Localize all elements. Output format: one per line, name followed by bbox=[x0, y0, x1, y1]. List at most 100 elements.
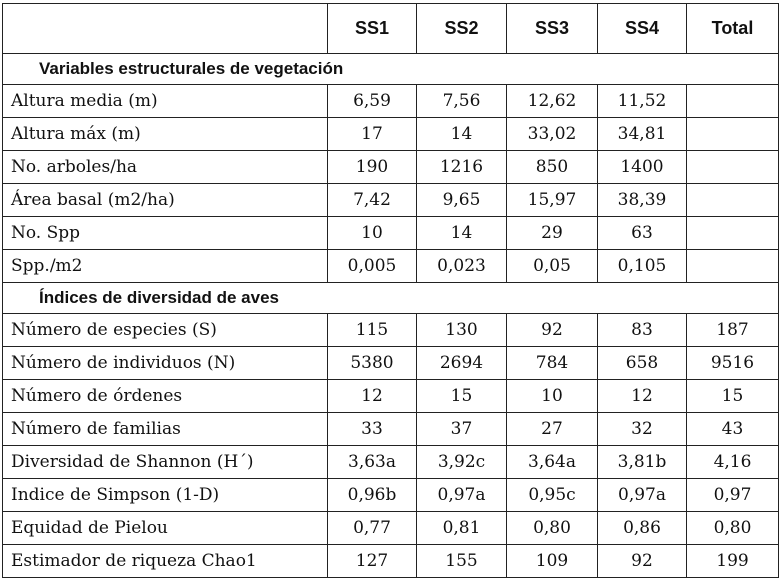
table-cell: 0,05 bbox=[506, 249, 598, 283]
table-cell: 0,97a bbox=[597, 478, 687, 512]
header-cell-ss3: SS3 bbox=[506, 3, 598, 54]
table-cell: 0,96b bbox=[327, 478, 417, 512]
table-cell: 12 bbox=[597, 379, 687, 413]
header-cell-ss2: SS2 bbox=[416, 3, 507, 54]
table-row: Diversidad de Shannon (H´) 3,63a 3,92c 3,64… bbox=[2, 445, 779, 479]
table-row: No. arboles/ha 190 1216 850 1400 bbox=[2, 150, 779, 184]
table-cell: 1400 bbox=[597, 150, 687, 184]
row-label: Número de familias bbox=[2, 412, 328, 446]
row-label: No. arboles/ha bbox=[2, 150, 328, 184]
row-label: Altura media (m) bbox=[2, 84, 328, 118]
table-cell: 7,56 bbox=[416, 84, 507, 118]
header-cell-empty bbox=[2, 3, 328, 54]
row-label: No. Spp bbox=[2, 216, 328, 250]
table-row: Estimador de riqueza Chao1 127 155 109 92 199 bbox=[2, 544, 779, 578]
table-cell: 4,16 bbox=[686, 445, 779, 479]
table-cell: 199 bbox=[686, 544, 779, 578]
table-cell: 83 bbox=[597, 313, 687, 347]
table-cell: 27 bbox=[506, 412, 598, 446]
table-row: Spp./m2 0,005 0,023 0,05 0,105 bbox=[2, 249, 779, 283]
table-row: Equidad de Pielou 0,77 0,81 0,80 0,86 0,80 bbox=[2, 511, 779, 545]
section-title: Índices de diversidad de aves bbox=[2, 282, 779, 314]
table-cell: 3,64a bbox=[506, 445, 598, 479]
table-cell bbox=[686, 150, 779, 184]
table-cell: 9,65 bbox=[416, 183, 507, 217]
table-cell: 15,97 bbox=[506, 183, 598, 217]
row-label: Altura máx (m) bbox=[2, 117, 328, 151]
table-row: Indice de Simpson (1-D) 0,96b 0,97a 0,95c 0,… bbox=[2, 478, 779, 512]
table-cell: 9516 bbox=[686, 346, 779, 380]
table-row: Altura media (m) 6,59 7,56 12,62 11,52 bbox=[2, 84, 779, 118]
table-cell: 0,105 bbox=[597, 249, 687, 283]
row-label: Área basal (m2/ha) bbox=[2, 183, 328, 217]
table-cell: 0,005 bbox=[327, 249, 417, 283]
table-cell: 14 bbox=[416, 117, 507, 151]
table-row: Número de individuos (N) 5380 2694 784 658 95… bbox=[2, 346, 779, 380]
table-cell: 11,52 bbox=[597, 84, 687, 118]
table-cell: 130 bbox=[416, 313, 507, 347]
section-row: Variables estructurales de vegetación bbox=[2, 53, 779, 85]
table-row: No. Spp 10 14 29 63 bbox=[2, 216, 779, 250]
table-cell: 63 bbox=[597, 216, 687, 250]
table-cell bbox=[686, 249, 779, 283]
table-cell: 1216 bbox=[416, 150, 507, 184]
table-body: SS1 SS2 SS3 SS4 Total Variables estructu… bbox=[2, 3, 779, 578]
row-label: Estimador de riqueza Chao1 bbox=[2, 544, 328, 578]
table-cell: 0,86 bbox=[597, 511, 687, 545]
table-cell: 0,95c bbox=[506, 478, 598, 512]
table-cell: 2694 bbox=[416, 346, 507, 380]
table-cell: 0,023 bbox=[416, 249, 507, 283]
table-row: Área basal (m2/ha) 7,42 9,65 15,97 38,39 bbox=[2, 183, 779, 217]
table-cell: 14 bbox=[416, 216, 507, 250]
table-cell: 784 bbox=[506, 346, 598, 380]
section-row: Índices de diversidad de aves bbox=[2, 282, 779, 314]
table-cell: 187 bbox=[686, 313, 779, 347]
row-label: Número de individuos (N) bbox=[2, 346, 328, 380]
table-cell: 33,02 bbox=[506, 117, 598, 151]
table-cell: 155 bbox=[416, 544, 507, 578]
table-cell: 92 bbox=[597, 544, 687, 578]
table-cell: 10 bbox=[327, 216, 417, 250]
table-cell: 0,97 bbox=[686, 478, 779, 512]
table-cell: 0,77 bbox=[327, 511, 417, 545]
table-cell: 34,81 bbox=[597, 117, 687, 151]
table-cell bbox=[686, 216, 779, 250]
row-label: Número de especies (S) bbox=[2, 313, 328, 347]
row-label: Spp./m2 bbox=[2, 249, 328, 283]
table-cell: 109 bbox=[506, 544, 598, 578]
table-cell: 12,62 bbox=[506, 84, 598, 118]
data-table: SS1 SS2 SS3 SS4 Total Variables estructu… bbox=[2, 3, 779, 578]
row-label: Número de órdenes bbox=[2, 379, 328, 413]
row-label: Indice de Simpson (1-D) bbox=[2, 478, 328, 512]
table-cell: 32 bbox=[597, 412, 687, 446]
table-row: Altura máx (m) 17 14 33,02 34,81 bbox=[2, 117, 779, 151]
table-cell: 37 bbox=[416, 412, 507, 446]
table-cell: 29 bbox=[506, 216, 598, 250]
table-cell: 190 bbox=[327, 150, 417, 184]
table-cell: 0,97a bbox=[416, 478, 507, 512]
table-cell: 0,81 bbox=[416, 511, 507, 545]
table-cell: 7,42 bbox=[327, 183, 417, 217]
header-cell-ss1: SS1 bbox=[327, 3, 417, 54]
table-cell: 15 bbox=[686, 379, 779, 413]
table-cell: 15 bbox=[416, 379, 507, 413]
table-cell: 0,80 bbox=[506, 511, 598, 545]
table-cell: 92 bbox=[506, 313, 598, 347]
table-cell bbox=[686, 84, 779, 118]
table-cell: 6,59 bbox=[327, 84, 417, 118]
table-cell: 3,63a bbox=[327, 445, 417, 479]
table-cell bbox=[686, 183, 779, 217]
header-row: SS1 SS2 SS3 SS4 Total bbox=[2, 3, 779, 54]
table-cell: 33 bbox=[327, 412, 417, 446]
header-cell-total: Total bbox=[686, 3, 779, 54]
table-cell: 115 bbox=[327, 313, 417, 347]
table-cell: 0,80 bbox=[686, 511, 779, 545]
table-row: Número de familias 33 37 27 32 43 bbox=[2, 412, 779, 446]
row-label: Equidad de Pielou bbox=[2, 511, 328, 545]
table-cell: 43 bbox=[686, 412, 779, 446]
table-cell: 38,39 bbox=[597, 183, 687, 217]
table-cell: 5380 bbox=[327, 346, 417, 380]
table-row: Número de órdenes 12 15 10 12 15 bbox=[2, 379, 779, 413]
table-cell: 127 bbox=[327, 544, 417, 578]
table-row: Número de especies (S) 115 130 92 83 187 bbox=[2, 313, 779, 347]
